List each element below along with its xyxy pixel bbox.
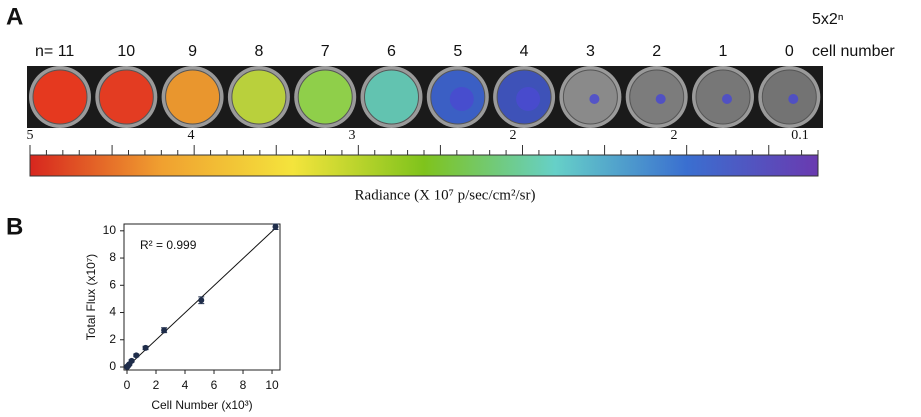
- well-label: 1: [719, 43, 728, 60]
- y-tick-label: 6: [109, 277, 116, 291]
- signal-spot: [788, 94, 799, 104]
- point: [128, 357, 135, 364]
- x-tick-label: 8: [240, 378, 247, 392]
- colorbar: [29, 154, 819, 177]
- header-bottom: cell number: [812, 43, 895, 60]
- signal-spot: [722, 94, 732, 104]
- colorbar-label: 2: [510, 128, 517, 143]
- point: [198, 297, 205, 304]
- well-label: 6: [387, 43, 396, 60]
- point: [142, 344, 149, 351]
- x-tick-label: 10: [265, 378, 279, 392]
- x-tick-label: 4: [182, 378, 189, 392]
- point: [161, 327, 168, 334]
- colorbar-label: 0.1: [791, 128, 809, 143]
- well-label: 5: [453, 43, 462, 60]
- well-label: 9: [188, 43, 197, 60]
- x-tick-label: 0: [124, 378, 131, 392]
- well-label: n= 11: [35, 43, 74, 60]
- well-label: 10: [117, 43, 135, 60]
- annotation: R² = 0.999: [140, 238, 197, 252]
- y-tick-label: 2: [109, 332, 116, 346]
- signal-spot: [589, 94, 600, 104]
- well-label: 4: [520, 43, 529, 60]
- well: [165, 69, 221, 125]
- well-label: 8: [254, 43, 263, 60]
- signal-spot: [655, 94, 666, 104]
- y-tick-label: 8: [109, 250, 116, 264]
- well-label: 0: [785, 43, 794, 60]
- panel-letter: A: [6, 3, 23, 30]
- y-tick-label: 0: [109, 359, 116, 373]
- plot-frame: [123, 223, 281, 371]
- point: [272, 223, 279, 230]
- point: [133, 352, 140, 359]
- colorbar-title: Radiance (X 10⁷ p/sec/cm²/sr): [355, 187, 536, 203]
- well-label: 3: [586, 43, 595, 60]
- y-tick-label: 4: [109, 305, 116, 319]
- well-label: 7: [321, 43, 330, 60]
- colorbar-label: 5: [27, 128, 34, 143]
- well-label: 2: [652, 43, 661, 60]
- colorbar-label: 3: [349, 128, 356, 143]
- x-tick-label: 6: [211, 378, 218, 392]
- well-strip: [27, 66, 823, 128]
- x-axis-label: Cell Number (x10³): [151, 398, 252, 412]
- well: [32, 69, 88, 125]
- y-axis-label: Total Flux (x10⁷): [84, 254, 98, 340]
- well: [364, 69, 419, 125]
- signal-spot: [449, 87, 474, 111]
- colorbar-label: 4: [188, 128, 195, 143]
- signal-spot: [516, 87, 541, 111]
- well: [231, 69, 287, 125]
- x-tick-label: 2: [153, 378, 160, 392]
- header-top: 5x2ⁿ: [812, 11, 844, 28]
- y-tick-label: 10: [103, 223, 117, 237]
- well: [98, 69, 154, 125]
- wells: [29, 66, 821, 128]
- panel-letter: B: [6, 213, 23, 240]
- colorbar-label: 2: [671, 128, 678, 143]
- well: [297, 69, 353, 125]
